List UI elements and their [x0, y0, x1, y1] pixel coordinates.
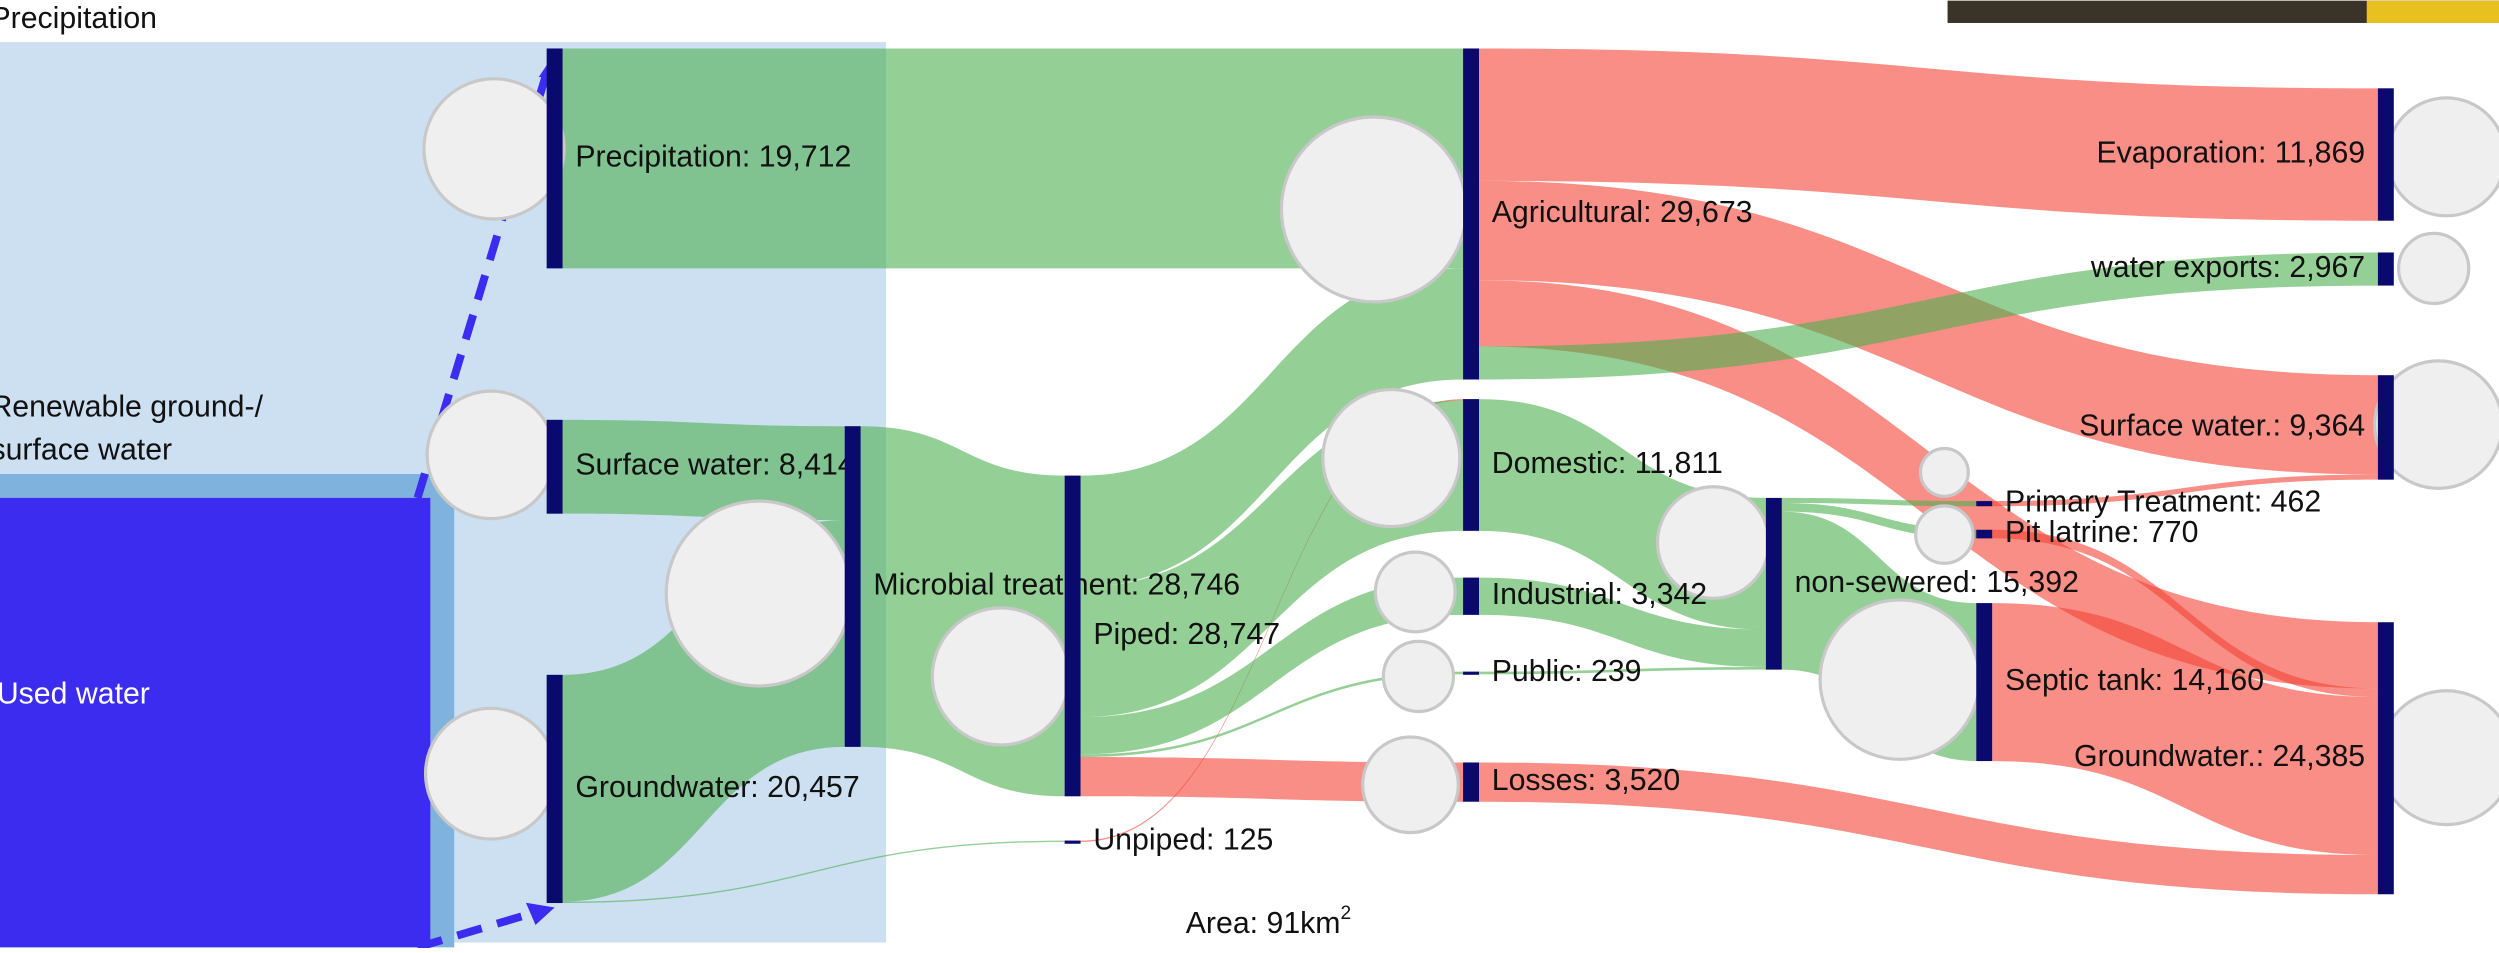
node-label: Primary Treatment: 462	[2005, 486, 2321, 519]
node-bar	[1976, 603, 1992, 761]
icon	[1920, 449, 1968, 497]
region-label: Precipitation	[0, 2, 157, 35]
node-label: Evaporation: 11,869	[2096, 137, 2365, 170]
node-bar	[1463, 399, 1479, 531]
node-label: water exports: 2,967	[2090, 251, 2365, 284]
node-label: Losses: 3,520	[1492, 764, 1680, 797]
icon	[2399, 233, 2469, 303]
area-text: Area: 91km	[1186, 907, 1341, 940]
sankey: Precipitation Renewable ground-/ surface…	[0, 0, 2499, 948]
node-label: Piped: 28,747	[1093, 618, 1280, 651]
node-bar	[547, 675, 563, 903]
icon	[1375, 552, 1455, 632]
page: {"background_labels": {"precipitation": …	[0, 0, 2499, 948]
node-label: Agricultural: 29,673	[1492, 196, 1753, 229]
photo-part	[2367, 1, 2499, 23]
node-bar	[2378, 252, 2394, 285]
node-bar	[1976, 530, 1992, 539]
area-label: Area: 91km2	[1186, 903, 1351, 940]
icon	[1363, 737, 1459, 833]
node-label: Septic tank: 14,160	[2005, 664, 2264, 697]
region-label: Renewable ground-/	[0, 391, 264, 424]
area-sup: 2	[1341, 903, 1352, 924]
icon	[1281, 117, 1466, 302]
icon	[426, 708, 557, 839]
flow	[861, 426, 1065, 796]
node-bar	[1065, 476, 1081, 797]
icon	[666, 501, 851, 686]
region-label: surface water	[0, 434, 172, 467]
node-bar	[1463, 48, 1479, 379]
node-label: Public: 239	[1492, 655, 1642, 688]
node-bar	[2378, 375, 2394, 479]
node-bar	[1976, 501, 1992, 506]
node-bar	[1065, 841, 1081, 844]
node-label: non-sewered: 15,392	[1795, 566, 2079, 599]
node-label: Groundwater: 20,457	[575, 771, 859, 804]
node-label: Unpiped: 125	[1093, 823, 1273, 856]
node-bar	[2378, 88, 2394, 220]
icon	[427, 391, 555, 519]
node-bar	[547, 420, 563, 514]
node-bar	[1463, 578, 1479, 615]
icon	[2387, 98, 2499, 216]
node-bar	[2378, 622, 2394, 894]
node-bar	[1766, 498, 1782, 670]
node-label: Domestic: 11,811	[1492, 447, 1723, 480]
icon	[2379, 691, 2499, 825]
region-used	[0, 498, 430, 947]
icon	[1383, 641, 1453, 711]
region-label: Used water	[0, 678, 150, 711]
node-label: Pit latrine: 770	[2005, 516, 2198, 549]
node-label: Precipitation: 19,712	[575, 140, 851, 173]
node-bar	[1463, 762, 1479, 801]
icon	[1916, 506, 1973, 563]
node-label: Microbial treatment: 28,746	[873, 569, 1240, 602]
icon	[1323, 390, 1460, 527]
icon	[424, 79, 564, 219]
icon	[932, 608, 1069, 745]
node-label: Surface water: 8,414	[575, 449, 854, 482]
node-label: Industrial: 3,342	[1492, 578, 1707, 611]
icon	[1820, 600, 1979, 759]
node-label: Groundwater.: 24,385	[2074, 740, 2365, 773]
node-bar	[547, 48, 563, 268]
node-bar	[845, 426, 861, 747]
node-label: Surface water.: 9,364	[2079, 409, 2365, 442]
node-bar	[1463, 672, 1479, 675]
